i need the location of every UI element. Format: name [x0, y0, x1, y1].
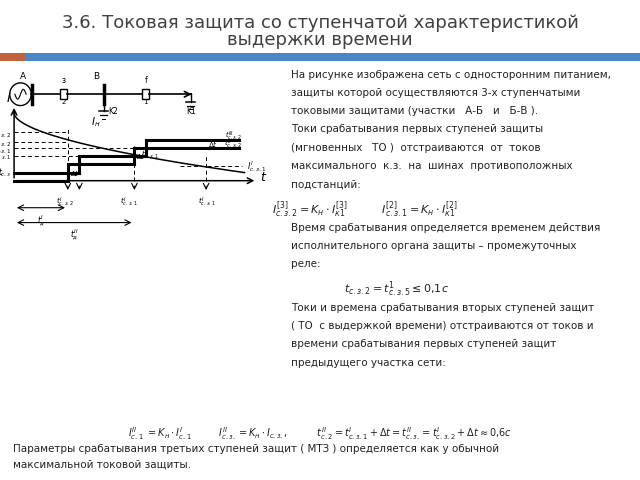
Text: $\Delta t$: $\Delta t$: [70, 168, 80, 178]
Text: K2: K2: [108, 108, 118, 117]
Text: максимального  к.з.  на  шинах  противоположных: максимального к.з. на шинах противополож…: [291, 161, 573, 171]
Text: Время срабатывания определяется временем действия: Время срабатывания определяется временем…: [291, 223, 600, 233]
Text: t: t: [260, 171, 265, 184]
Text: $t^{II}_{с.з.1}$: $t^{II}_{с.з.1}$: [141, 149, 159, 162]
Text: $t^I_{с.з.1}$: $t^I_{с.з.1}$: [120, 195, 138, 209]
Text: 2: 2: [61, 99, 66, 106]
Text: $I^{[3]}_{с.з.2} = K_н \cdot I^{[3]}_{к1}$          $I^{[2]}_{с.з.1} = K_н \cdot: $I^{[3]}_{с.з.2} = K_н \cdot I^{[3]}_{к1…: [272, 200, 458, 220]
Text: На рисунке изображена сеть с односторонним питанием,: На рисунке изображена сеть с односторонн…: [291, 70, 611, 80]
Text: (мгновенных   ТО )  отстраиваются  от  токов: (мгновенных ТО ) отстраиваются от токов: [291, 143, 541, 153]
Bar: [0, 53, 26, 61]
Text: 3.6. Токовая защита со ступенчатой характеристикой: 3.6. Токовая защита со ступенчатой харак…: [61, 14, 579, 33]
Text: Токи и времена срабатывания вторых ступеней защит: Токи и времена срабатывания вторых ступе…: [291, 303, 595, 313]
Text: B: B: [93, 72, 99, 82]
Text: $I^I_{с.з.1}$: $I^I_{с.з.1}$: [247, 159, 266, 174]
Text: f: f: [144, 76, 147, 85]
Text: $I^I_{с.з.1}$: $I^I_{с.з.1}$: [0, 141, 11, 156]
Text: A: A: [20, 72, 26, 82]
Text: исполнительного органа защиты – промежуточных: исполнительного органа защиты – промежут…: [291, 241, 577, 251]
Text: времени срабатывания первых ступеней защит: времени срабатывания первых ступеней защ…: [291, 339, 556, 349]
Text: $I^{II}_{с.з.1}$: $I^{II}_{с.з.1}$: [0, 150, 11, 163]
Text: $\Delta t$: $\Delta t$: [208, 139, 218, 149]
Text: подстанций:: подстанций:: [291, 179, 361, 189]
Text: ( ТО  с выдержкой времени) отстраиваются от токов и: ( ТО с выдержкой времени) отстраиваются …: [291, 321, 594, 331]
Text: токовыми защитами (участки   А-Б   и   Б-В ).: токовыми защитами (участки А-Б и Б-В ).: [291, 106, 538, 116]
Text: $t^{II}_{с.з.2}$: $t^{II}_{с.з.2}$: [224, 138, 242, 151]
Text: $t^{III}_{с.з.2}$: $t^{III}_{с.з.2}$: [225, 130, 242, 143]
Text: $t_{с.з.2} = t^{1}_{с.з.5} \leq 0{,}1с$: $t_{с.з.2} = t^{1}_{с.з.5} \leq 0{,}1с$: [344, 280, 449, 300]
Text: I: I: [7, 92, 11, 105]
Text: з: з: [61, 76, 66, 85]
Text: $\Delta t$: $\Delta t$: [136, 151, 147, 161]
Text: выдержки времени: выдержки времени: [227, 31, 413, 49]
Text: K1: K1: [186, 108, 196, 117]
Text: $I^{II}_{с.1}$ $= K_н \cdot I^{I}_{с.1}$         $I^{II}_{с.з.} = K_н \cdot I_{с: $I^{II}_{с.1}$ $= K_н \cdot I^{I}_{с.1}$…: [128, 425, 512, 442]
Text: Параметры срабатывания третьих ступеней защит ( МТЗ ) определяется как у обычной: Параметры срабатывания третьих ступеней …: [13, 444, 499, 454]
Text: $t^I_{с.з.1}$: $t^I_{с.з.1}$: [198, 195, 216, 209]
Text: реле:: реле:: [291, 259, 321, 269]
Text: Токи срабатывания первых ступеней защиты: Токи срабатывания первых ступеней защиты: [291, 124, 543, 134]
Text: защиты которой осуществляются 3-х ступенчатыми: защиты которой осуществляются 3-х ступен…: [291, 88, 580, 98]
Text: $I^{II}_{с.з.2}$: $I^{II}_{с.з.2}$: [0, 134, 11, 149]
Text: $t^I_д$: $t^I_д$: [36, 213, 45, 228]
Text: $I_н$: $I_н$: [92, 115, 100, 129]
Text: $t^I_{с.з.2}$: $t^I_{с.з.2}$: [56, 195, 74, 209]
Text: 1: 1: [143, 99, 148, 106]
Text: $t^{II}_д$: $t^{II}_д$: [70, 228, 79, 242]
Bar: [60, 89, 67, 99]
Bar: [142, 89, 149, 99]
Text: $I^I_{с.з.2}$: $I^I_{с.з.2}$: [0, 125, 11, 140]
Text: предыдущего участка сети:: предыдущего участка сети:: [291, 358, 446, 368]
Text: $t_{с.з}$: $t_{с.з}$: [0, 167, 11, 179]
Text: максимальной токовой защиты.: максимальной токовой защиты.: [13, 460, 191, 470]
